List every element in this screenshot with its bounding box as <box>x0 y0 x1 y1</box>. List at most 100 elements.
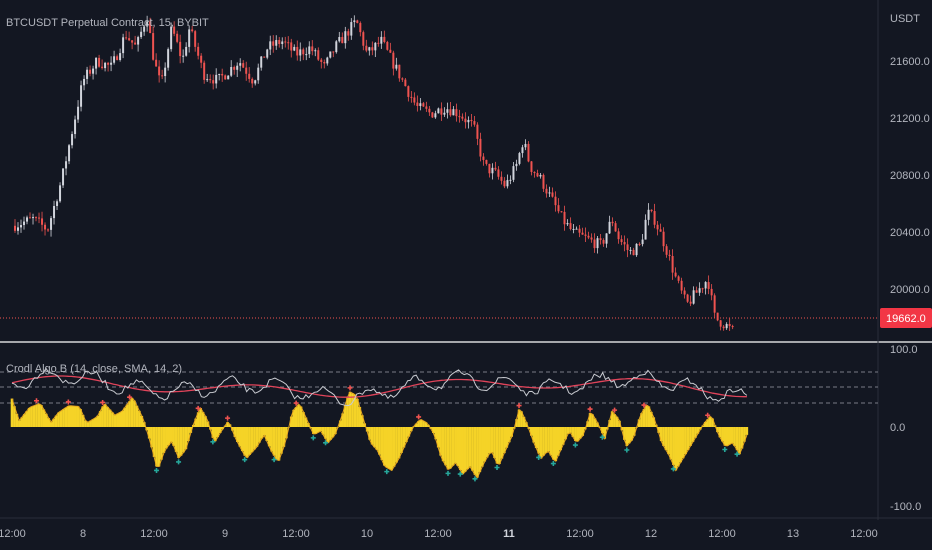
histogram-bar <box>248 427 251 455</box>
x-tick-label: 12:00 <box>0 528 26 540</box>
candle-body <box>74 120 76 135</box>
last-price-label: 19662.0 <box>886 313 926 325</box>
candle-body <box>591 238 593 240</box>
indicator-title[interactable]: Crodl Algo B (14, close, SMA, 14, 2) <box>6 363 182 375</box>
candle-body <box>696 290 698 292</box>
histogram-bar <box>496 427 499 463</box>
histogram-bar <box>679 427 682 462</box>
candle-body <box>720 320 722 326</box>
candle-body <box>579 229 581 233</box>
candle-body <box>89 70 91 74</box>
histogram-bar <box>398 427 401 458</box>
candle-body <box>651 210 653 211</box>
histogram-bar <box>241 427 244 451</box>
candle-body <box>383 37 385 42</box>
histogram-bar <box>165 427 168 448</box>
histogram-bar <box>393 427 396 467</box>
histogram-bar <box>501 427 504 459</box>
candle-body <box>419 103 421 106</box>
histogram-bar <box>94 418 97 427</box>
histogram-bar <box>239 427 242 447</box>
candle-body <box>20 225 22 227</box>
histogram-bar <box>167 427 170 445</box>
histogram-bar <box>278 427 281 460</box>
histogram-bar <box>25 411 28 427</box>
candle-body <box>440 108 442 114</box>
candle-body <box>308 46 310 54</box>
histogram-bar <box>121 411 124 427</box>
candle-body <box>293 47 295 51</box>
histogram-bar <box>28 408 31 427</box>
histogram-bar <box>449 427 452 468</box>
histogram-bar <box>118 412 121 427</box>
histogram-bar <box>395 427 398 463</box>
candle-body <box>446 109 448 113</box>
candle-body <box>416 103 418 106</box>
y-tick-label: 0.0 <box>890 422 905 434</box>
histogram-bar <box>724 427 727 446</box>
candle-body <box>137 37 139 44</box>
histogram-bar <box>738 427 741 454</box>
candle-body <box>314 50 316 51</box>
candle-body <box>188 29 190 46</box>
candle-body <box>624 242 626 244</box>
histogram-bar <box>199 408 202 427</box>
price-pane-title[interactable]: BTCUSDT Perpetual Contract, 15, BYBIT <box>6 17 209 29</box>
histogram-bar <box>65 408 68 427</box>
candle-body <box>299 49 301 55</box>
candle-body <box>669 255 671 256</box>
histogram-bar <box>491 427 494 453</box>
histogram-bar <box>126 404 129 427</box>
histogram-bar <box>295 407 298 427</box>
candle-body <box>176 34 178 42</box>
histogram-bar <box>469 427 472 467</box>
histogram-bar <box>104 404 107 427</box>
histogram-bar <box>175 427 178 452</box>
histogram-bar <box>33 406 36 427</box>
candle-body <box>699 288 701 292</box>
histogram-bar <box>537 427 540 453</box>
histogram-bar <box>114 415 117 427</box>
histogram-bar <box>329 427 332 440</box>
candle-body <box>290 42 292 50</box>
y-tick-label: 21600.0 <box>890 56 930 68</box>
histogram-bar <box>444 427 447 465</box>
histogram-bar <box>116 414 119 427</box>
candle-body <box>203 63 205 80</box>
candle-body <box>594 240 596 249</box>
histogram-bar <box>133 401 136 427</box>
candle-body <box>302 49 304 54</box>
candle-body <box>53 206 55 218</box>
histogram-bar <box>670 427 673 459</box>
candle-body <box>284 41 286 42</box>
y-tick-label: 20000.0 <box>890 284 930 296</box>
candle-body <box>732 326 734 327</box>
candle-body <box>521 147 523 153</box>
histogram-bar <box>172 427 175 446</box>
histogram-bar <box>270 427 273 452</box>
candle-body <box>338 37 340 41</box>
candle-body <box>56 201 58 206</box>
histogram-bar <box>689 427 692 446</box>
candle-body <box>68 145 70 161</box>
histogram-bar <box>672 427 675 465</box>
candle-body <box>615 223 617 231</box>
candle-body <box>14 226 16 231</box>
candle-body <box>681 281 683 291</box>
candle-body <box>344 31 346 43</box>
candle-body <box>657 225 659 230</box>
histogram-bar <box>459 427 462 470</box>
candle-body <box>215 75 217 84</box>
histogram-bar <box>667 427 670 454</box>
candle-body <box>464 119 466 123</box>
histogram-bar <box>155 427 158 466</box>
candle-body <box>485 160 487 164</box>
histogram-bar <box>69 406 72 427</box>
candle-body <box>642 240 644 245</box>
candle-body <box>600 238 602 240</box>
histogram-bar <box>388 427 391 469</box>
histogram-bar <box>503 427 506 453</box>
candle-body <box>389 50 391 53</box>
candle-body <box>101 67 103 68</box>
